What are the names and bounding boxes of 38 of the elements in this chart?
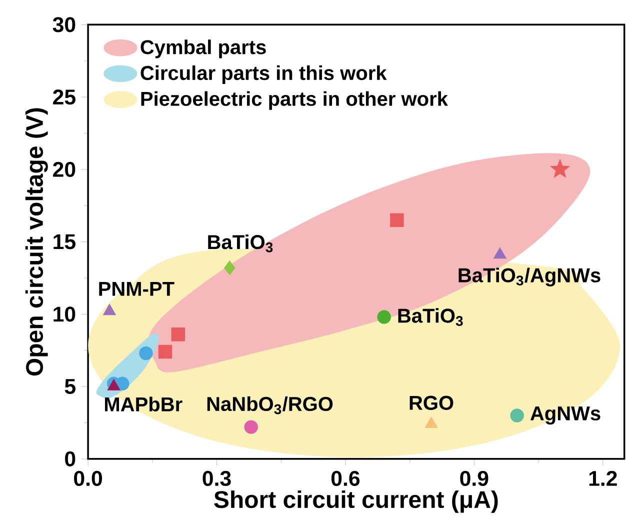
annotation: BaTiO$_{3}$ [398, 308, 463, 326]
x-tick-label: 0.6 [331, 470, 360, 486]
x-tick-label: 0.9 [460, 470, 488, 486]
y-tick-label: 0 [65, 451, 76, 466]
point [244, 420, 258, 434]
annotation: RGO [410, 396, 454, 410]
point [425, 417, 438, 428]
x-axis-title: Short circuit current (μA) [214, 490, 498, 513]
point [171, 328, 186, 342]
annotation: PNM-PT [99, 282, 174, 296]
y-tick-label: 15 [54, 234, 76, 250]
point [103, 304, 116, 316]
legend-label: Circular parts in this work [140, 65, 387, 84]
annotation: MAPbBr [105, 396, 182, 412]
y-tick-label: 30 [52, 17, 76, 32]
y-tick-label: 10 [54, 306, 76, 322]
point [494, 248, 506, 259]
point [139, 346, 153, 360]
point [390, 213, 404, 227]
point [550, 158, 570, 178]
point [510, 408, 524, 422]
y-tick-label: 25 [53, 90, 76, 105]
y-axis-title: Open circuit voltage (V) [25, 108, 48, 376]
point [108, 380, 120, 390]
legend-label: Cymbal parts [140, 40, 266, 58]
x-tick-label: 1.2 [589, 470, 617, 486]
annotation: BaTiO$_{3}$/AgNWs [458, 268, 600, 286]
legend-label: Piezoelectric parts in other work [141, 91, 448, 110]
annotation: BaTiO$_{3}$ [208, 234, 273, 252]
y-tick-label: 20 [53, 162, 76, 178]
point [158, 344, 172, 359]
annotation: NaNbO$_{3}$/RGO [207, 396, 333, 414]
x-tick-label: 0.0 [74, 470, 102, 486]
x-tick-label: 0.3 [202, 470, 231, 486]
point [377, 310, 391, 324]
point [224, 261, 236, 275]
annotation: AgNWs [530, 406, 600, 425]
y-tick-label: 5 [64, 379, 76, 394]
